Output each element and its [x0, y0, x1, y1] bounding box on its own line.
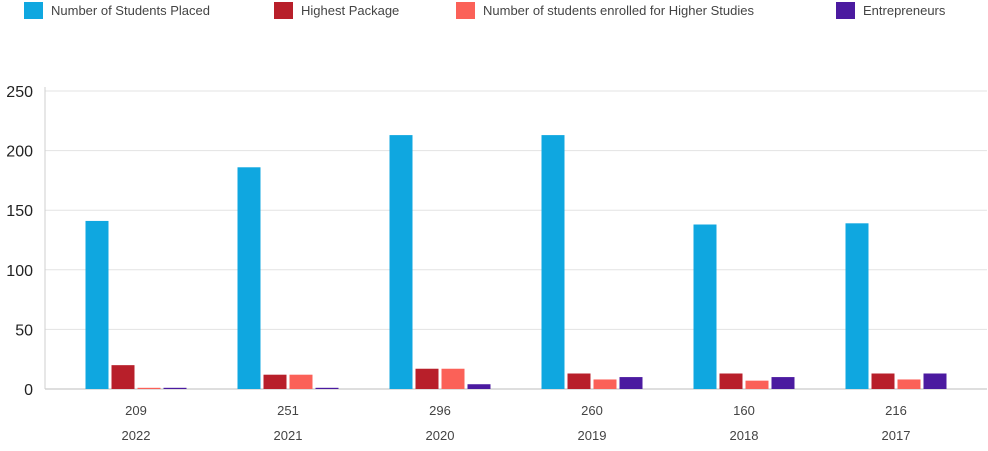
bar	[415, 368, 439, 389]
bar	[871, 373, 895, 389]
legend-swatch-highest-package	[274, 1, 293, 19]
y-tick-label: 50	[15, 322, 33, 339]
x-category-label: 2017	[882, 428, 911, 443]
x-category-label: 2018	[730, 428, 759, 443]
bar	[541, 135, 565, 389]
legend-swatch-higher-studies	[456, 1, 475, 19]
x-category-label: 2020	[426, 428, 455, 443]
legend-item-students-placed[interactable]: Number of Students Placed	[24, 0, 210, 20]
legend-label-higher-studies: Number of students enrolled for Higher S…	[483, 2, 754, 18]
legend-label-entrepreneurs: Entrepreneurs	[863, 2, 946, 18]
legend-item-higher-studies[interactable]: Number of students enrolled for Higher S…	[456, 0, 754, 20]
x-secondary-label: 209	[125, 403, 147, 418]
legend-item-entrepreneurs[interactable]: Entrepreneurs	[836, 0, 945, 20]
x-secondary-label: 216	[885, 403, 907, 418]
y-tick-label: 250	[6, 84, 33, 101]
legend-item-highest-package[interactable]: Highest Package	[274, 0, 399, 20]
x-secondary-label: 251	[277, 403, 299, 418]
bar	[111, 365, 135, 389]
bar	[567, 373, 591, 389]
bar	[771, 377, 795, 389]
x-secondary-label: 296	[429, 403, 451, 418]
bar	[315, 387, 339, 389]
bar	[237, 167, 261, 389]
bar	[263, 374, 287, 389]
y-tick-label: 0	[24, 382, 33, 399]
bar	[163, 387, 187, 389]
bar	[923, 373, 947, 389]
bar	[441, 368, 465, 389]
x-secondary-label: 160	[733, 403, 755, 418]
y-tick-label: 200	[6, 144, 33, 161]
bar	[593, 379, 617, 389]
bar	[389, 135, 413, 389]
legend-label-students-placed: Number of Students Placed	[51, 2, 210, 18]
legend-swatch-students-placed	[24, 1, 43, 19]
bar	[897, 379, 921, 389]
x-category-label: 2022	[122, 428, 151, 443]
bar	[467, 384, 491, 389]
bar	[137, 387, 161, 389]
bar	[845, 223, 869, 389]
bar	[85, 220, 109, 389]
legend-swatch-entrepreneurs	[836, 1, 855, 19]
bar	[693, 224, 717, 389]
chart-legend: Number of Students Placed Highest Packag…	[0, 0, 988, 22]
y-tick-label: 100	[6, 263, 33, 280]
bar	[745, 380, 769, 389]
x-category-label: 2021	[274, 428, 303, 443]
bar	[289, 374, 313, 389]
bar	[719, 373, 743, 389]
y-tick-label: 150	[6, 203, 33, 220]
x-category-label: 2019	[578, 428, 607, 443]
bar	[619, 377, 643, 389]
legend-label-highest-package: Highest Package	[301, 2, 400, 18]
x-secondary-label: 260	[581, 403, 603, 418]
